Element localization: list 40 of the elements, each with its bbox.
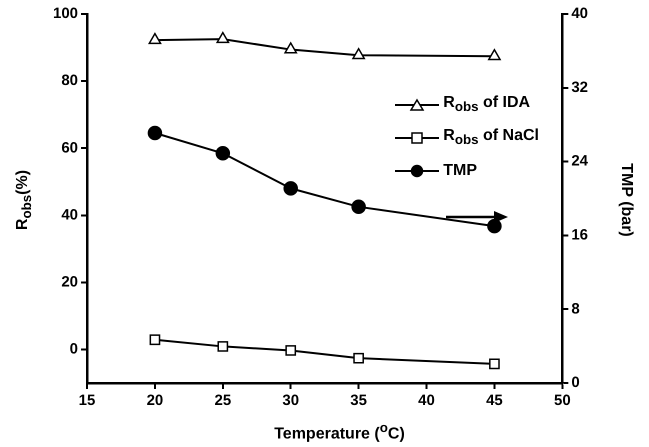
legend-label: TMP [443, 162, 478, 180]
y-tick-label: 40 [61, 206, 78, 224]
y-tick-label: 80 [61, 72, 78, 90]
x-tick-label: 20 [146, 392, 164, 410]
y2-tick-label: 16 [571, 226, 588, 244]
point [216, 32, 230, 44]
y2-tick-label: 0 [571, 374, 580, 392]
x-tick-label: 30 [282, 392, 300, 410]
y2-tick-label: 40 [571, 5, 588, 22]
point [352, 48, 365, 60]
y2-axis-title: TMP (bar) [617, 163, 635, 237]
x-tick-label: 35 [350, 392, 367, 410]
x-tick-label: 25 [214, 392, 232, 410]
point [216, 146, 230, 161]
point [284, 42, 298, 54]
y2-tick-label: 32 [571, 78, 588, 96]
point [488, 49, 501, 60]
point [150, 334, 160, 346]
point [489, 358, 500, 370]
y-tick-label: 100 [52, 5, 78, 22]
point [285, 345, 296, 356]
y2-tick-label: 24 [571, 152, 589, 170]
y-tick-label: 60 [61, 139, 78, 156]
x-tick-label: 45 [486, 392, 503, 410]
point [487, 218, 502, 234]
point [148, 126, 162, 140]
x-tick-label: 50 [554, 392, 571, 410]
y-tick-label: 0 [70, 340, 78, 358]
legend-label: R$_{obs}$ of NaCl [443, 127, 539, 148]
x-axis-title: Temperature ($^{o}$C) [273, 420, 406, 444]
x-tick-label: 15 [78, 392, 96, 410]
x-tick-label: 40 [418, 392, 435, 410]
point [217, 341, 228, 352]
point [353, 352, 364, 364]
point [148, 32, 162, 44]
point [283, 181, 298, 196]
y-tick-label: 20 [61, 274, 78, 291]
legend-label: R$_{obs}$ of IDA [443, 94, 530, 115]
y2-tick-label: 8 [571, 300, 580, 318]
point [351, 200, 366, 214]
